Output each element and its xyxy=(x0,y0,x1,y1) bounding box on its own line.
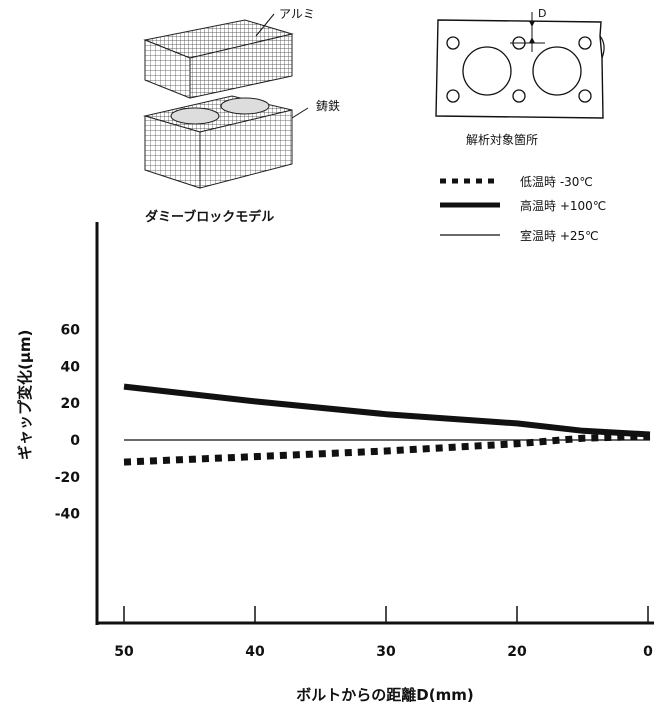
x-tick-label: 40 xyxy=(245,644,265,660)
y-axis-label: ギャップ変化(μm) xyxy=(16,330,34,460)
aluminum-block xyxy=(143,19,294,99)
aluminum-label: アルミ xyxy=(279,7,315,21)
y-tick-label: -20 xyxy=(55,470,81,486)
y-tick-label: 60 xyxy=(61,323,81,339)
chart: 60 40 20 0 -20 -40 50 40 30 20 0 ギャップ変化(μm) ボルトから… xyxy=(16,222,654,704)
x-tick-group: 50 40 30 20 0 xyxy=(114,606,653,660)
y-tick-label: 40 xyxy=(61,359,81,375)
y-tick-label: 20 xyxy=(61,396,81,412)
x-tick-label: 50 xyxy=(114,644,134,660)
legend-item-room-temp: 室温時 +25℃ xyxy=(440,228,599,243)
block-model-caption: ダミーブロックモデル xyxy=(145,209,274,225)
cast-iron-label: 鋳鉄 xyxy=(316,98,340,113)
legend-label-high-temp: 高温時 +100℃ xyxy=(520,198,606,213)
legend-item-high-temp: 高温時 +100℃ xyxy=(440,198,606,213)
aluminum-leader-line xyxy=(255,13,275,37)
y-tick-label: 0 xyxy=(70,433,80,449)
y-tick-group: 60 40 20 0 -20 -40 xyxy=(55,323,81,523)
x-axis-label: ボルトからの距離D(mm) xyxy=(296,686,473,704)
series-line-0 xyxy=(123,432,651,466)
x-tick-label: 0 xyxy=(643,644,653,660)
legend-label-low-temp: 低温時 -30℃ xyxy=(520,175,593,189)
x-tick-label: 20 xyxy=(507,644,527,660)
series-group xyxy=(123,383,651,466)
legend-item-low-temp: 低温時 -30℃ xyxy=(440,175,593,189)
y-tick-label: -40 xyxy=(55,507,81,523)
cast-iron-block xyxy=(143,95,293,189)
legend-label-room-temp: 室温時 +25℃ xyxy=(520,228,599,243)
cast-iron-leader-line xyxy=(291,107,309,119)
target-area-caption: 解析対象箇所 xyxy=(466,133,538,147)
block-model-illustration: アルミ 鋳鉄 ダミーブロックモデル xyxy=(143,7,340,225)
x-tick-label: 30 xyxy=(376,644,396,660)
dimension-d-label: D xyxy=(538,7,546,20)
legend: 低温時 -30℃ 高温時 +100℃ 室温時 +25℃ xyxy=(440,175,606,243)
target-area-diagram: D 解析対象箇所 xyxy=(435,7,605,147)
series-line-1 xyxy=(123,383,651,438)
